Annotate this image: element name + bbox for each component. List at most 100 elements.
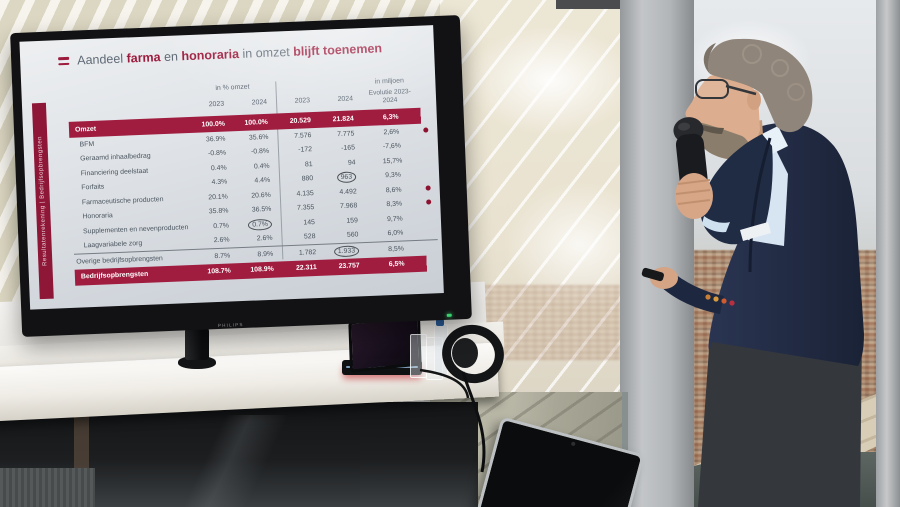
- row-value: 22.311: [295, 264, 317, 272]
- row-value: 100.0%: [244, 118, 268, 127]
- slide-screen: Aandeel farma en honoraria in omzet blij…: [19, 25, 444, 310]
- row-value: 35.8%: [208, 207, 229, 216]
- row-value: 2.6%: [256, 235, 273, 243]
- title-part: Aandeel: [76, 51, 127, 68]
- row-value: 2.6%: [213, 236, 230, 245]
- lapel-pin: [705, 294, 711, 300]
- row-value: 963: [322, 171, 365, 184]
- title-part-accent: blijft toenemen: [292, 41, 383, 59]
- carpet: [0, 468, 95, 507]
- window-top-frame: [556, 0, 620, 9]
- title-part-accent: farma: [126, 50, 161, 66]
- title-part: en: [160, 49, 182, 65]
- row-value: 1.933: [325, 244, 368, 258]
- suit-jacket: [708, 122, 864, 366]
- headphone-earcup: [452, 338, 478, 368]
- row-label: Bedrijfsopbrengsten: [80, 270, 149, 281]
- slide-section-label: Resultatenrekening | Bedrijfsopbrengsten: [37, 135, 49, 267]
- row-value: 100.0%: [201, 120, 226, 129]
- row-value: 7.968: [339, 202, 358, 211]
- row-value: 81: [304, 160, 313, 169]
- row-value: 2,6%: [383, 128, 400, 136]
- row-value: 108.9%: [250, 265, 274, 274]
- year-header: 2023: [294, 96, 311, 105]
- row-value: 36.5%: [251, 206, 272, 214]
- row-value: 94: [347, 159, 356, 167]
- row-label: Overige bedrijfsopbrengsten: [76, 254, 163, 266]
- row-value: 6,5%: [388, 260, 405, 269]
- tv-display: Aandeel farma en honoraria in omzet blij…: [10, 15, 472, 337]
- row-label: Forfaits: [81, 183, 105, 192]
- pocket-square: [740, 222, 771, 241]
- cabinet-gloss-reflection: [150, 415, 360, 507]
- drinking-glass: [410, 334, 427, 378]
- flag-cell: [422, 185, 434, 192]
- circled-value: 963: [336, 171, 357, 184]
- flag-dot-icon: [425, 185, 431, 191]
- power-led: [446, 313, 452, 317]
- title-part: in omzet: [238, 44, 294, 61]
- row-value: 9,7%: [386, 215, 403, 223]
- row-value: 23.757: [338, 262, 360, 271]
- row-value: 7.355: [296, 204, 315, 213]
- row-value: 0.4%: [253, 162, 270, 171]
- jacket-lapel: [748, 137, 772, 273]
- row-label: Farmaceutische producten: [81, 195, 164, 207]
- row-value: 4.4%: [254, 177, 271, 185]
- year-header: 2023: [208, 100, 225, 108]
- row-label: Geraamd inhaalbedrag: [80, 152, 151, 163]
- shirt-cuff: [702, 216, 730, 233]
- row-value: 20.529: [289, 116, 311, 125]
- row-value: 4.492: [339, 188, 357, 196]
- slide-title: Aandeel farma en honoraria in omzet blij…: [58, 41, 382, 68]
- hand-holding-mic: [675, 173, 713, 219]
- glasses-lens: [695, 79, 729, 99]
- presentation-clicker: [641, 267, 664, 282]
- row-value: 560: [346, 231, 359, 240]
- window-mullion: [620, 0, 694, 507]
- row-value: 36.9%: [205, 135, 226, 144]
- row-value: 159: [346, 217, 359, 225]
- row-value: 7.775: [337, 130, 355, 138]
- row-value: 145: [303, 218, 316, 227]
- row-value: -172: [298, 146, 313, 154]
- trousers: [698, 334, 862, 507]
- group-header-mio: in miljoen: [374, 76, 404, 86]
- row-value: 4.135: [296, 189, 314, 198]
- row-value: 15,7%: [382, 157, 403, 166]
- beard: [689, 121, 751, 160]
- row-value: 7.576: [294, 131, 312, 140]
- bottle-cap: [436, 319, 444, 326]
- ptz-camera: [185, 326, 209, 360]
- row-value: 1.782: [298, 248, 317, 257]
- row-label: Supplementen en nevenproducten: [82, 223, 189, 236]
- presenter: [641, 38, 864, 507]
- lapel-pin: [729, 300, 735, 306]
- evolution-header: Evolutie 2023-2024: [368, 88, 411, 105]
- group-header-pct: in % omzet: [215, 83, 250, 92]
- financial-table: in % omzet in miljoen 2023 2024 2023 202…: [67, 73, 439, 286]
- year-header: 2024: [251, 98, 268, 107]
- row-value: 35.6%: [248, 133, 269, 142]
- row-label: Honoraria: [82, 212, 113, 221]
- row-value: 8,6%: [385, 186, 402, 194]
- row-value: -0.8%: [250, 148, 270, 156]
- row-label: Laagvariabele zorg: [83, 240, 143, 250]
- table-body: Omzet 100.0% 100.0% 20.529 21.824 6,3% BFM 36.9…: [68, 107, 439, 286]
- circled-value: 1.933: [333, 244, 360, 258]
- lapel-pin: [721, 298, 727, 304]
- year-header: 2024: [337, 94, 354, 103]
- row-value: 20.1%: [208, 193, 228, 202]
- flag-cell: [422, 199, 434, 207]
- row-value: 8,5%: [388, 245, 405, 253]
- row-value: -0.8%: [207, 149, 227, 158]
- row-value: 0.4%: [210, 164, 227, 172]
- glasses-temple: [725, 84, 757, 96]
- row-value: 108.7%: [207, 267, 231, 276]
- row-value: 20.6%: [251, 191, 271, 200]
- title-part-accent: honoraria: [181, 46, 240, 64]
- row-value: 4.3%: [211, 178, 228, 187]
- row-value: 8.7%: [214, 252, 231, 260]
- flag-cell: [419, 127, 431, 134]
